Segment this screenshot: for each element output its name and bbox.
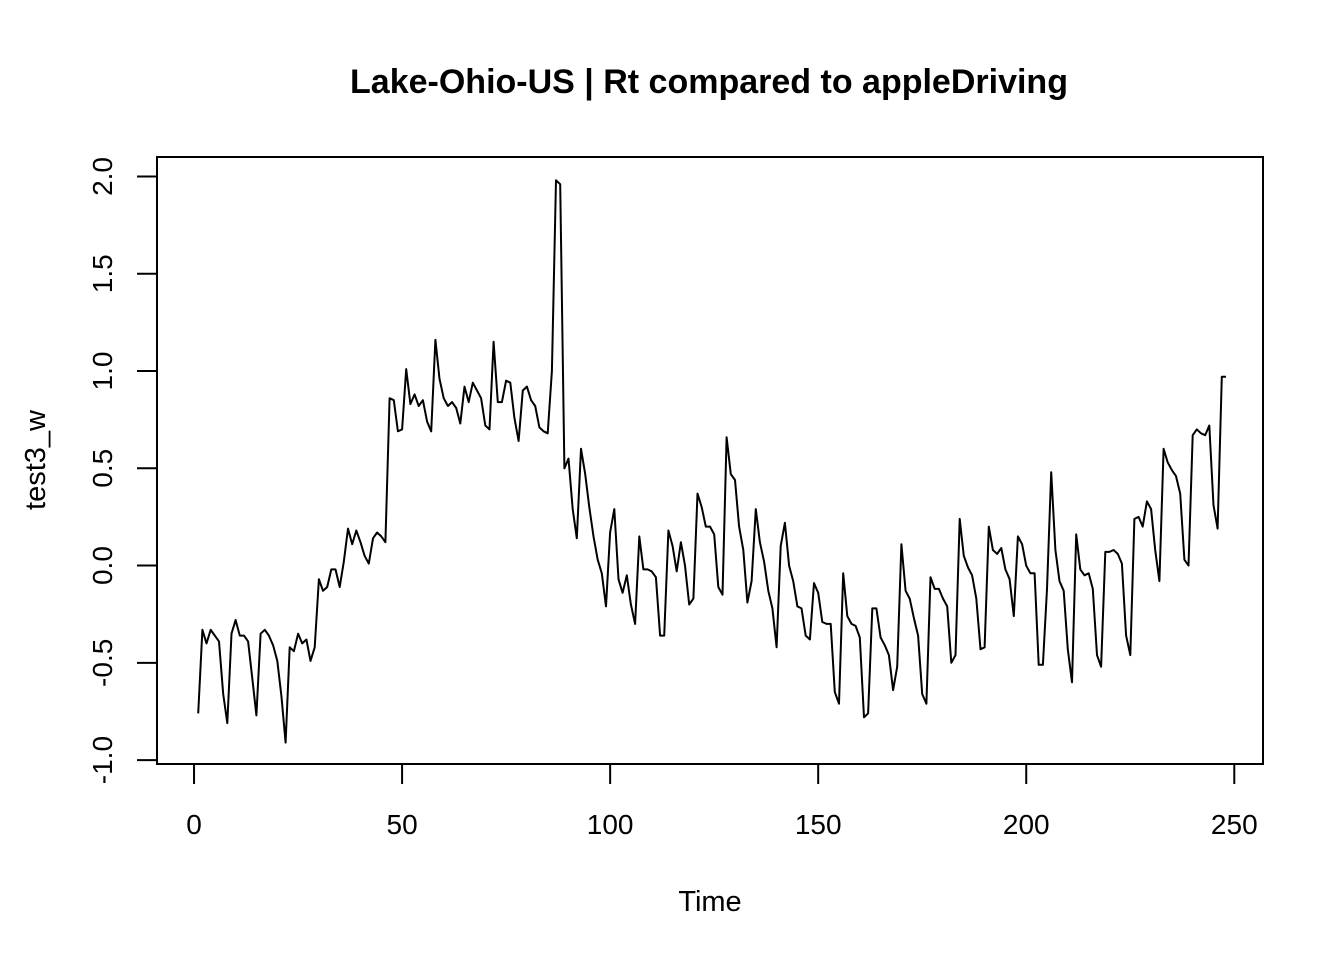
series-line <box>197 179 1226 744</box>
x-axis: 0 50 100 150 200 250 <box>186 763 1258 840</box>
x-tick-label: 50 <box>387 809 418 840</box>
y-tick-label: 1.0 <box>87 352 118 391</box>
series-line-group <box>197 179 1226 744</box>
y-axis: -1.0 -0.5 0.0 0.5 1.0 1.5 2.0 <box>87 157 158 784</box>
x-tick-label: 250 <box>1211 809 1258 840</box>
y-tick-label: 1.5 <box>87 254 118 293</box>
x-tick-label: 200 <box>1003 809 1050 840</box>
y-axis-label: test3_w <box>20 409 52 510</box>
y-tick-label: -0.5 <box>87 639 118 687</box>
x-tick-label: 100 <box>587 809 634 840</box>
chart-title: Lake-Ohio-US | Rt compared to appleDrivi… <box>350 63 1068 101</box>
x-tick-label: 0 <box>186 809 202 840</box>
y-tick-label: 2.0 <box>87 157 118 196</box>
y-tick-label: 0.0 <box>87 546 118 585</box>
x-axis-label: Time <box>678 886 741 918</box>
plot-frame <box>156 156 1264 765</box>
y-tick-label: -1.0 <box>87 736 118 784</box>
x-tick-label: 150 <box>795 809 842 840</box>
y-tick-label: 0.5 <box>87 449 118 488</box>
